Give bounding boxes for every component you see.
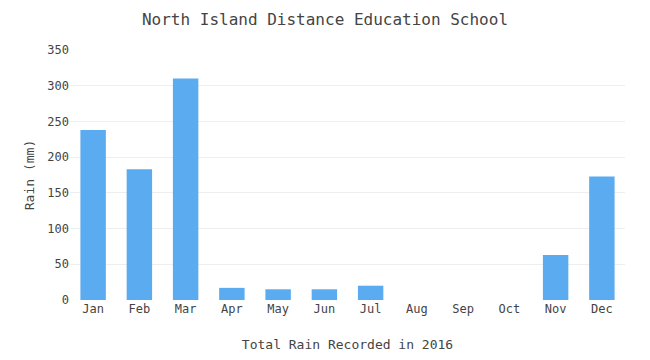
svg-text:100: 100: [47, 222, 69, 236]
svg-text:Total Rain Recorded in 2016: Total Rain Recorded in 2016: [242, 337, 453, 352]
svg-text:300: 300: [47, 79, 69, 93]
svg-text:200: 200: [47, 150, 69, 164]
svg-text:Dec: Dec: [591, 302, 613, 316]
svg-text:Jun: Jun: [314, 302, 336, 316]
svg-text:Rain (mm): Rain (mm): [22, 140, 37, 210]
svg-text:50: 50: [55, 257, 69, 271]
svg-text:350: 350: [47, 43, 69, 57]
svg-text:Oct: Oct: [499, 302, 521, 316]
svg-text:Aug: Aug: [406, 302, 428, 316]
svg-text:150: 150: [47, 186, 69, 200]
svg-text:Apr: Apr: [221, 302, 243, 316]
svg-text:Mar: Mar: [175, 302, 197, 316]
svg-text:Jul: Jul: [360, 302, 382, 316]
svg-text:250: 250: [47, 115, 69, 129]
svg-text:Sep: Sep: [452, 302, 474, 316]
svg-text:May: May: [267, 302, 289, 316]
svg-text:North Island Distance Educatio: North Island Distance Education School: [142, 10, 508, 29]
svg-text:Nov: Nov: [545, 302, 567, 316]
svg-text:Feb: Feb: [129, 302, 151, 316]
svg-text:Jan: Jan: [82, 302, 104, 316]
svg-text:0: 0: [62, 293, 69, 307]
